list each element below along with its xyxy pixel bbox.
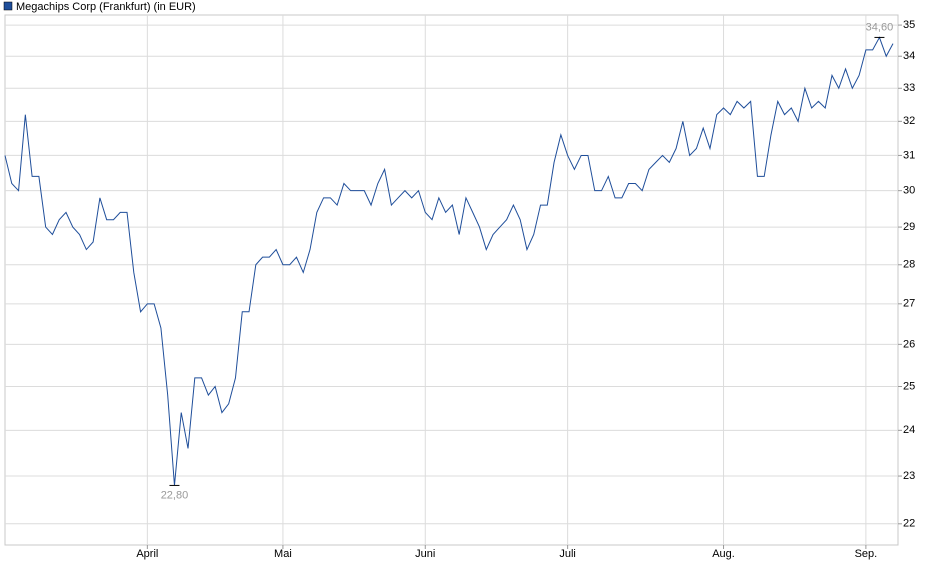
y-tick-label: 26 <box>903 338 915 350</box>
y-tick-label: 31 <box>903 149 915 161</box>
x-tick-label: Aug. <box>712 548 735 560</box>
y-tick-label: 25 <box>903 380 915 392</box>
y-tick-label: 27 <box>903 298 915 310</box>
value-label: 22,80 <box>161 489 189 501</box>
y-tick-label: 22 <box>903 518 915 530</box>
plot-area <box>4 14 899 546</box>
y-tick-label: 32 <box>903 115 915 127</box>
price-line <box>4 36 894 486</box>
x-tick-label: April <box>136 548 158 560</box>
y-tick-label: 30 <box>903 185 915 197</box>
y-tick-label: 28 <box>903 259 915 271</box>
y-tick-label: 34 <box>903 50 915 62</box>
legend-label: Megachips Corp (Frankfurt) (in EUR) <box>16 1 196 13</box>
y-tick-label: 35 <box>903 19 915 31</box>
y-tick-label: 33 <box>903 82 915 94</box>
x-tick-label: Mai <box>274 548 292 560</box>
y-tick-label: 29 <box>903 221 915 233</box>
y-tick-label: 23 <box>903 470 915 482</box>
y-tick-label: 24 <box>903 424 915 436</box>
legend-swatch <box>3 1 13 11</box>
x-tick-label: Juni <box>415 548 435 560</box>
value-label: 34,60 <box>866 21 894 33</box>
x-tick-label: Sep. <box>855 548 878 560</box>
x-tick-label: Juli <box>559 548 576 560</box>
